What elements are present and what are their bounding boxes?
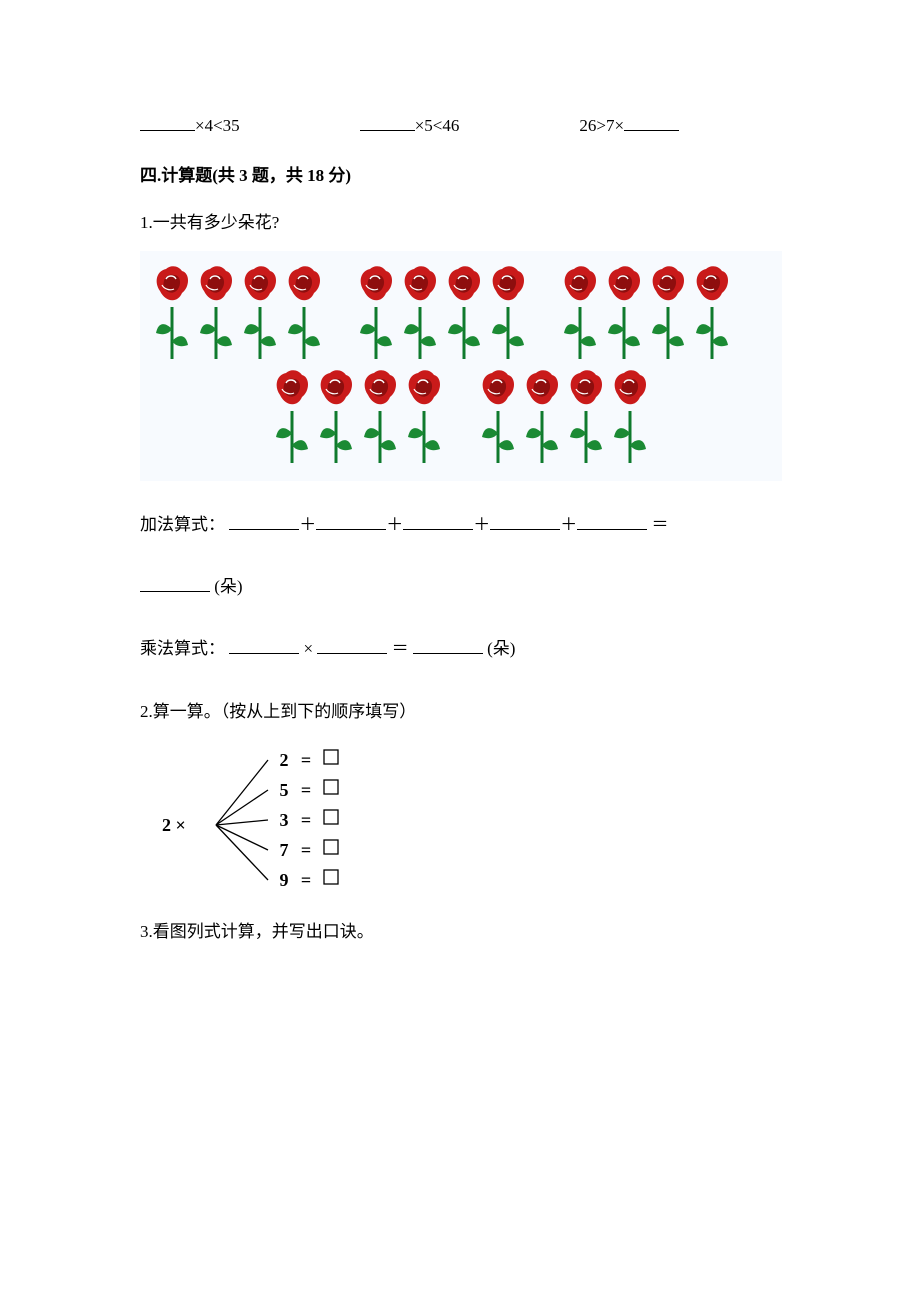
section-4-heading: 四.计算题(共 3 题，共 18 分) xyxy=(140,160,780,192)
unit-label: (朵) xyxy=(487,639,515,658)
blank-input[interactable] xyxy=(140,113,195,131)
fan-line xyxy=(216,820,268,825)
fan-line xyxy=(216,790,268,825)
fan-operand: 3 xyxy=(280,810,289,830)
equals-sign: ＝ xyxy=(652,515,669,534)
flower-icon xyxy=(238,263,282,363)
flowers-illustration xyxy=(140,251,782,481)
fan-left-label: 2 × xyxy=(162,815,186,835)
flower-row xyxy=(146,367,776,467)
blank-input[interactable] xyxy=(229,636,299,654)
fan-line xyxy=(216,760,268,825)
plus-sign: ＋ xyxy=(473,515,490,534)
flower-icon xyxy=(442,263,486,363)
fan-line xyxy=(216,825,268,850)
flower-group xyxy=(270,367,446,467)
mult-label: 乘法算式： xyxy=(140,639,225,658)
answer-box[interactable] xyxy=(324,810,338,824)
q1-prompt: 1.一共有多少朵花? xyxy=(140,207,780,239)
fan-line xyxy=(216,825,268,880)
answer-box[interactable] xyxy=(324,840,338,854)
blank-input[interactable] xyxy=(413,636,483,654)
blank-input[interactable] xyxy=(577,512,647,530)
worksheet-page: ×4<35 ×5<46 26>7× 四.计算题(共 3 题，共 18 分) 1.… xyxy=(0,0,920,1302)
fan-operand: 9 xyxy=(280,870,289,890)
equals-sign: = xyxy=(301,750,311,770)
flower-icon xyxy=(558,263,602,363)
answer-box[interactable] xyxy=(324,870,338,884)
blank-input[interactable] xyxy=(490,512,560,530)
answer-box[interactable] xyxy=(324,750,338,764)
equals-sign: = xyxy=(301,870,311,890)
flower-icon xyxy=(520,367,564,467)
times-sign: × xyxy=(304,639,314,658)
addition-label: 加法算式： xyxy=(140,515,225,534)
unit-label: (朵) xyxy=(214,577,242,596)
fan-operand: 2 xyxy=(280,750,289,770)
blank-expr-1: ×4<35 xyxy=(140,110,240,142)
flower-icon xyxy=(354,263,398,363)
flower-icon xyxy=(282,263,326,363)
q3-prompt: 3.看图列式计算，并写出口诀。 xyxy=(140,916,780,948)
plus-sign: ＋ xyxy=(386,515,403,534)
blank-input[interactable] xyxy=(403,512,473,530)
flower-group xyxy=(354,263,530,363)
addition-result-line: (朵) xyxy=(140,571,780,603)
expr-text: ×4<35 xyxy=(195,116,240,135)
flower-row xyxy=(146,263,776,363)
flower-icon xyxy=(646,263,690,363)
blank-input[interactable] xyxy=(317,636,387,654)
fan-operand: 5 xyxy=(280,780,289,800)
flower-icon xyxy=(486,263,530,363)
flower-icon xyxy=(270,367,314,467)
flower-icon xyxy=(608,367,652,467)
fan-operand: 7 xyxy=(280,840,289,860)
flower-icon xyxy=(690,263,734,363)
equals-sign: = xyxy=(301,780,311,800)
flower-icon xyxy=(314,367,358,467)
plus-sign: ＋ xyxy=(299,515,316,534)
flower-group xyxy=(150,263,326,363)
flower-icon xyxy=(402,367,446,467)
flower-group xyxy=(476,367,652,467)
flower-icon xyxy=(564,367,608,467)
flower-icon xyxy=(194,263,238,363)
flower-icon xyxy=(602,263,646,363)
fill-blank-row: ×4<35 ×5<46 26>7× xyxy=(140,110,780,142)
blank-expr-3: 26>7× xyxy=(579,110,679,142)
flower-icon xyxy=(358,367,402,467)
answer-box[interactable] xyxy=(324,780,338,794)
blank-input[interactable] xyxy=(140,574,210,592)
flower-icon xyxy=(150,263,194,363)
multiplication-line: 乘法算式： × ＝ (朵) xyxy=(140,633,780,665)
blank-input[interactable] xyxy=(360,113,415,131)
expr-text: 26>7× xyxy=(579,116,624,135)
flower-icon xyxy=(476,367,520,467)
flower-icon xyxy=(398,263,442,363)
plus-sign: ＋ xyxy=(560,515,577,534)
blank-input[interactable] xyxy=(229,512,299,530)
expr-text: ×5<46 xyxy=(415,116,460,135)
addition-line: 加法算式： ＋ ＋ ＋ ＋ ＝ xyxy=(140,509,780,541)
flower-group xyxy=(558,263,734,363)
equals-sign: = xyxy=(301,810,311,830)
equals-sign: = xyxy=(301,840,311,860)
blank-input[interactable] xyxy=(316,512,386,530)
blank-expr-2: ×5<46 xyxy=(360,110,460,142)
fan-diagram: 2 × 2 = 5 = 3 = 7 = 9 = xyxy=(154,740,384,910)
q2-prompt: 2.算一算。（按从上到下的顺序填写） xyxy=(140,696,780,728)
blank-input[interactable] xyxy=(624,113,679,131)
equals-sign: ＝ xyxy=(392,639,409,658)
